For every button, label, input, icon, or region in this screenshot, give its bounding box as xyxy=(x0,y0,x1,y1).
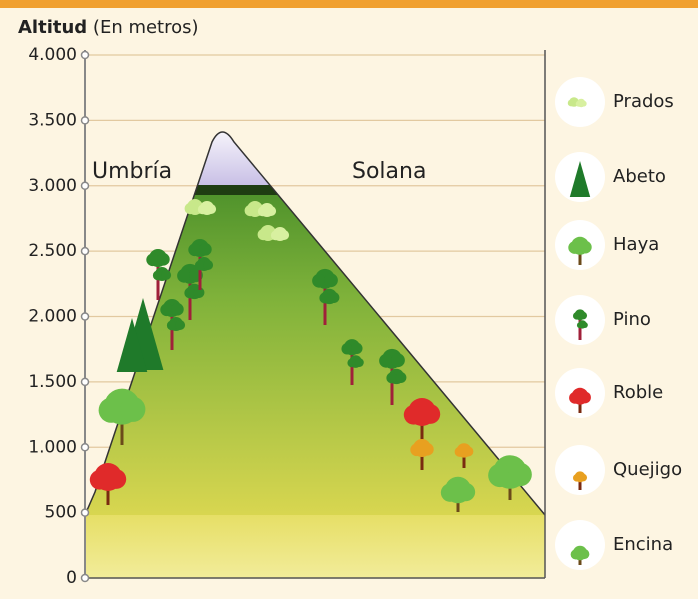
trunk xyxy=(579,482,582,490)
tick-mark xyxy=(82,248,89,255)
y-tick-label: 0 xyxy=(66,568,77,588)
crown xyxy=(324,273,338,287)
crown xyxy=(206,204,216,214)
y-tick-label: 1.000 xyxy=(28,437,77,457)
crown xyxy=(441,483,459,501)
crown xyxy=(576,101,582,107)
axis-title: Altitud (En metros) xyxy=(18,17,199,38)
legend-label: Roble xyxy=(613,382,663,403)
y-tick-label: 2.000 xyxy=(28,307,77,327)
diagram: Altitud (En metros) Umbría Solana Prados… xyxy=(0,0,698,599)
y-tick-label: 1.500 xyxy=(28,372,77,392)
crown xyxy=(258,207,268,217)
y-tick-label: 4.000 xyxy=(28,45,77,65)
crown xyxy=(391,353,405,367)
crown xyxy=(171,303,184,316)
tick-mark xyxy=(82,509,89,516)
crown xyxy=(319,293,330,304)
y-tick-label: 3.000 xyxy=(28,176,77,196)
crown xyxy=(120,397,145,422)
y-tick-label: 2.500 xyxy=(28,241,77,261)
crown xyxy=(386,373,397,384)
slope-label: Umbría xyxy=(92,159,172,184)
crown xyxy=(581,101,587,107)
crown xyxy=(153,271,163,281)
crown xyxy=(579,474,587,482)
tick-mark xyxy=(82,313,89,320)
crown xyxy=(573,312,581,320)
crown xyxy=(410,444,423,457)
crown xyxy=(167,321,177,331)
legend-label: Abeto xyxy=(613,166,666,187)
crown xyxy=(571,549,581,559)
crown xyxy=(421,443,434,456)
crown xyxy=(569,392,581,404)
tick-mark xyxy=(82,378,89,385)
crown xyxy=(161,270,171,280)
legend-label: Prados xyxy=(613,91,674,112)
legend-label: Encina xyxy=(613,534,673,555)
y-tick-label: 3.500 xyxy=(28,110,77,130)
crown xyxy=(568,100,575,107)
crown xyxy=(488,464,512,488)
legend-label: Quejigo xyxy=(613,459,682,480)
slope-label: Solana xyxy=(352,159,426,184)
top-bar xyxy=(0,0,698,8)
legend-label: Pino xyxy=(613,309,651,330)
crown xyxy=(577,322,583,328)
y-tick-label: 500 xyxy=(45,503,77,523)
crown xyxy=(573,474,581,482)
crown xyxy=(258,229,269,240)
legend-label: Haya xyxy=(613,234,659,255)
crown xyxy=(568,241,581,254)
tick-mark xyxy=(82,52,89,59)
crown xyxy=(157,253,170,266)
crown xyxy=(379,354,393,368)
crown xyxy=(508,463,532,487)
tick-mark xyxy=(82,444,89,451)
crown xyxy=(271,231,281,241)
crown xyxy=(421,404,441,424)
crown xyxy=(198,205,208,215)
crown xyxy=(579,241,592,254)
crown xyxy=(99,398,124,423)
crown xyxy=(582,322,588,328)
tick-mark xyxy=(82,575,89,582)
crown xyxy=(404,405,424,425)
crown xyxy=(455,447,465,457)
crown xyxy=(312,274,326,288)
crown xyxy=(245,205,256,216)
crown xyxy=(175,320,185,330)
tick-mark xyxy=(82,182,89,189)
lowland xyxy=(85,515,545,578)
crown xyxy=(279,230,289,240)
crown xyxy=(579,392,591,404)
crown xyxy=(457,483,475,501)
crown xyxy=(90,470,110,490)
trunk xyxy=(463,457,466,468)
crown xyxy=(188,244,201,257)
crown xyxy=(396,372,407,383)
crown xyxy=(579,312,587,320)
crown xyxy=(195,261,205,271)
crown xyxy=(146,253,159,266)
crown xyxy=(160,304,173,317)
crown xyxy=(107,469,127,489)
trunk xyxy=(421,456,424,470)
crown xyxy=(185,203,196,214)
crown xyxy=(203,260,213,270)
crown xyxy=(184,288,195,299)
crown xyxy=(177,269,191,283)
crown xyxy=(341,343,352,354)
crown xyxy=(351,343,362,354)
crown xyxy=(355,358,364,367)
crown xyxy=(329,292,340,303)
crown xyxy=(266,206,276,216)
crown xyxy=(579,549,589,559)
crown xyxy=(463,446,473,456)
crown xyxy=(347,358,356,367)
tick-mark xyxy=(82,117,89,124)
crown xyxy=(199,243,212,256)
